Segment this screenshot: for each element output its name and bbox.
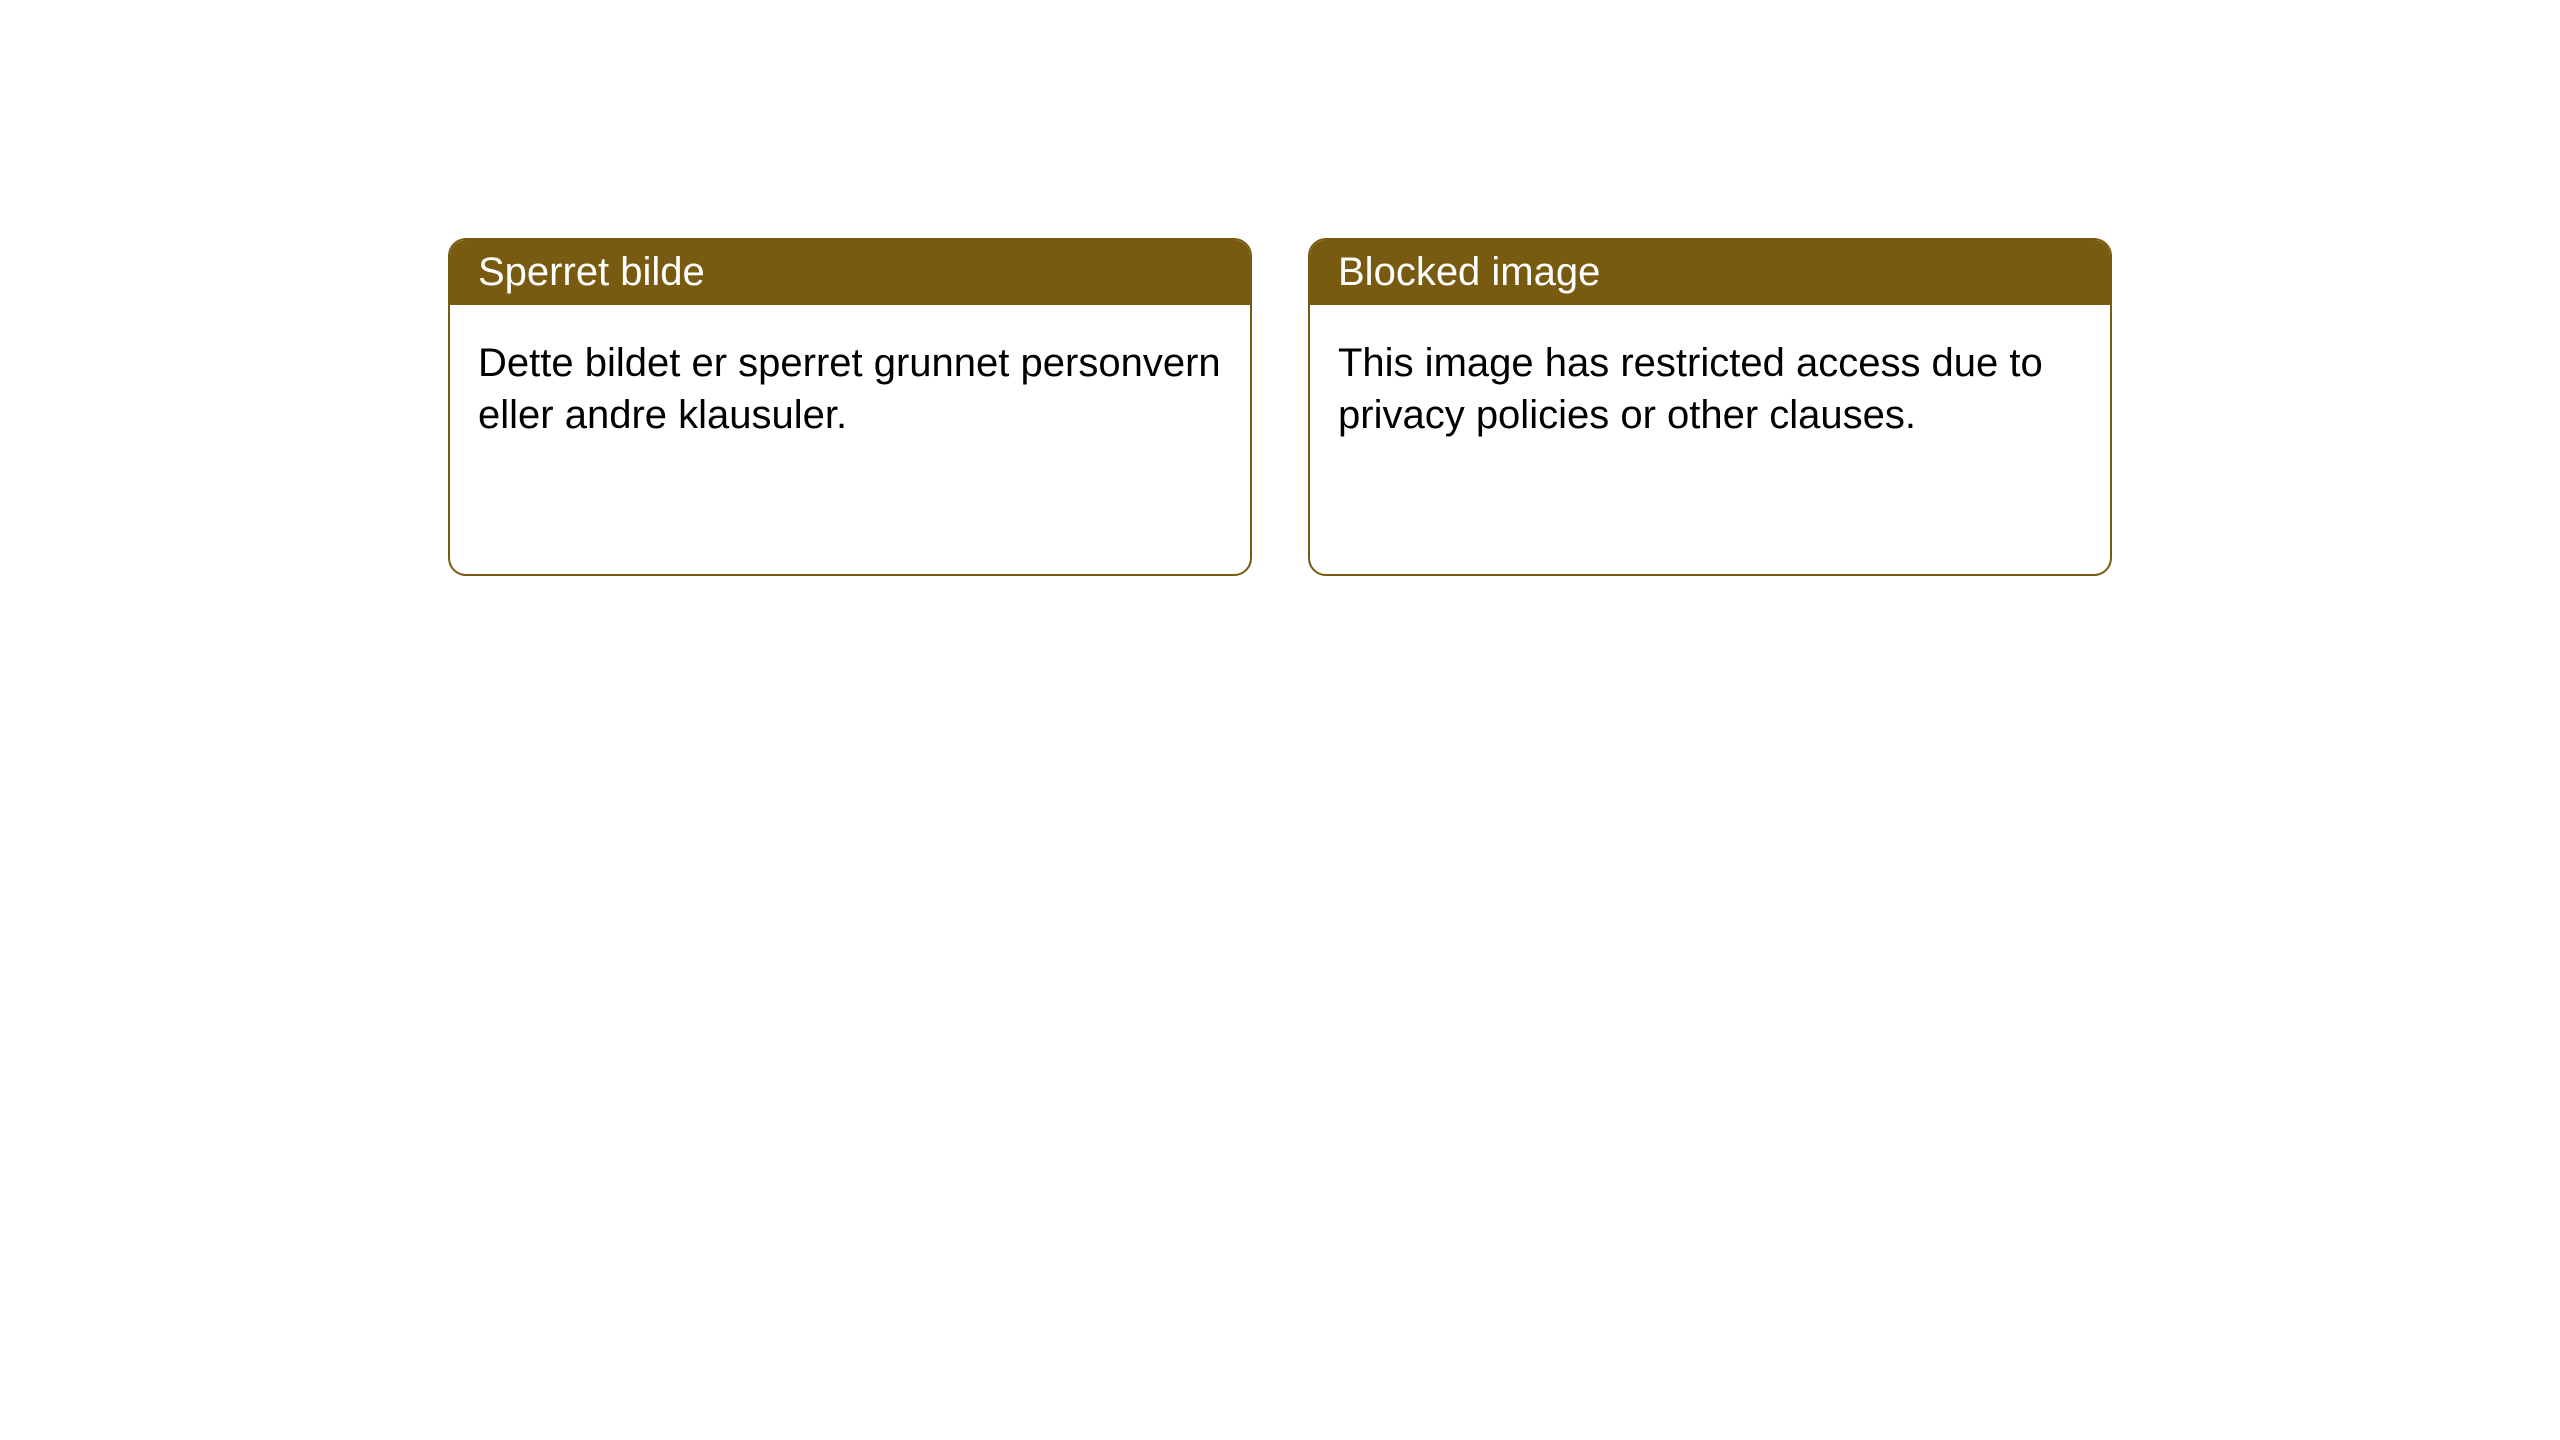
notice-container: Sperret bilde Dette bildet er sperret gr… — [0, 0, 2560, 576]
notice-body: Dette bildet er sperret grunnet personve… — [450, 305, 1250, 473]
notice-header: Blocked image — [1310, 240, 2110, 305]
notice-card-norwegian: Sperret bilde Dette bildet er sperret gr… — [448, 238, 1252, 576]
notice-body: This image has restricted access due to … — [1310, 305, 2110, 473]
notice-header: Sperret bilde — [450, 240, 1250, 305]
notice-card-english: Blocked image This image has restricted … — [1308, 238, 2112, 576]
